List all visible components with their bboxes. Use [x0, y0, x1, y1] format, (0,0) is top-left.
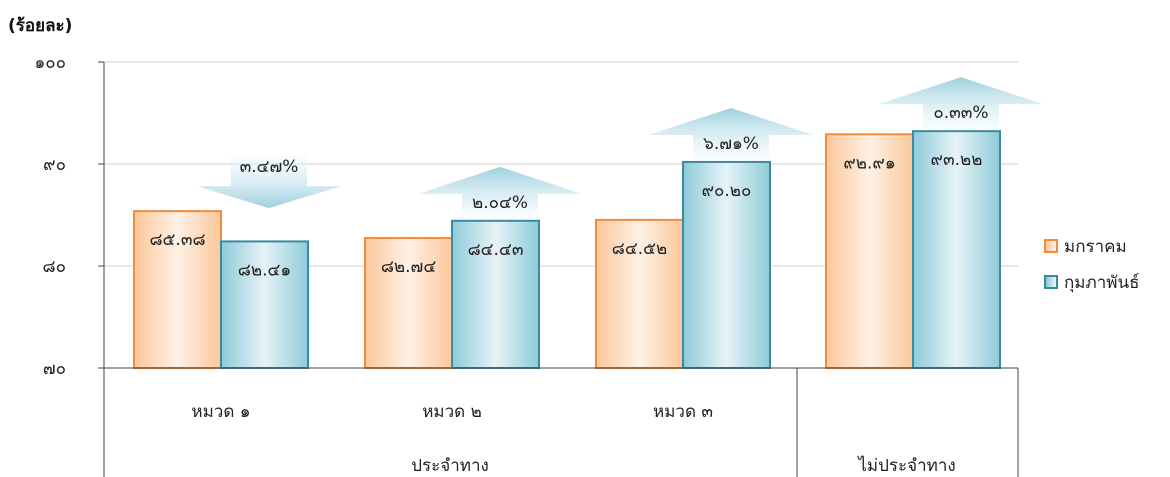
data-label: ๙๐.๒๐ [702, 181, 752, 201]
data-label: ๘๔.๔๓ [468, 240, 524, 260]
change-label: ๓.๔๗% [240, 157, 299, 177]
data-label: ๘๔.๕๒ [612, 239, 667, 259]
legend-item-january[interactable]: มกราคม [1044, 228, 1139, 264]
change-label: ๖.๗๑% [703, 134, 759, 154]
chart-legend: มกราคม กุมภาพันธ์ [1044, 228, 1139, 300]
data-label: ๘๒.๔๑ [238, 260, 291, 280]
legend-label-february: กุมภาพันธ์ [1064, 272, 1140, 293]
bar-february-2 [451, 219, 540, 369]
legend-swatch-february [1044, 275, 1058, 289]
legend-swatch-january [1044, 239, 1058, 253]
x-category-label: หมวด ๑ [191, 402, 250, 422]
y-tick-label: ๗๐ [43, 359, 66, 379]
data-label: ๘๒.๗๔ [381, 257, 437, 277]
data-label: ๙๓.๒๒ [931, 150, 983, 170]
x-category-label: หมวด ๒ [422, 402, 482, 422]
y-axis-unit-label: (ร้อยละ) [8, 16, 73, 36]
data-label: ๙๒.๙๑ [843, 153, 895, 173]
bar-january-2 [364, 237, 453, 369]
increase-arrow [418, 166, 582, 219]
legend-label-january: มกราคม [1064, 236, 1127, 257]
increase-arrow [879, 77, 1043, 130]
legend-item-february[interactable]: กุมภาพันธ์ [1044, 264, 1139, 300]
data-label: ๘๕.๓๘ [149, 230, 205, 250]
bar-january-1 [133, 210, 222, 369]
x-group-label: ไม่ประจำทาง [856, 455, 955, 476]
y-tick-label: ๑๐๐ [34, 53, 66, 73]
decrease-arrow [197, 156, 341, 209]
bar-february-4 [912, 130, 1001, 369]
change-label: ๒.๐๔% [472, 193, 528, 213]
y-tick-label: ๘๐ [43, 257, 67, 277]
x-category-label: หมวด ๓ [653, 402, 713, 422]
x-group-label: ประจำทาง [411, 456, 489, 476]
y-tick-label: ๙๐ [43, 155, 66, 175]
increase-arrow [649, 107, 813, 160]
change-label: ๐.๓๓% [933, 103, 988, 123]
bar-february-3 [682, 160, 771, 369]
